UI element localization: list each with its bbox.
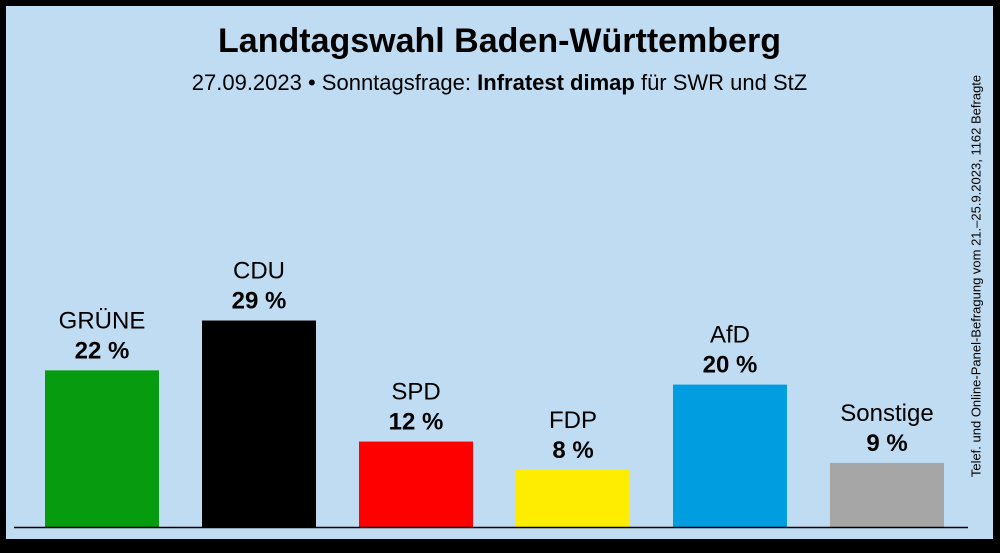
value-label-spd: 12 % xyxy=(389,409,444,436)
category-label-sonstige: Sonstige xyxy=(840,400,933,427)
category-label-spd: SPD xyxy=(391,379,440,406)
value-label-gr-ne: 22 % xyxy=(75,337,130,364)
value-label-sonstige: 9 % xyxy=(866,430,907,457)
category-label-fdp: FDP xyxy=(549,407,597,434)
bar-chart: 22 % GRÜNE 29 % CDU 12 % SPD 8 % FDP 20 % AfD 9 % S… xyxy=(14,258,968,529)
bar-gr-ne xyxy=(45,370,159,527)
subtitle-institute: Infratest dimap xyxy=(477,70,635,95)
value-label-fdp: 8 % xyxy=(552,437,593,464)
category-label-afd: AfD xyxy=(710,322,750,349)
value-label-afd: 20 % xyxy=(703,352,758,379)
category-label-cdu: CDU xyxy=(233,258,285,285)
subtitle-date: 27.09.2023 • Sonntagsfrage: xyxy=(191,70,478,95)
bar-fdp xyxy=(516,470,630,527)
chart-title: Landtagswahl Baden-Württemberg xyxy=(218,22,781,60)
category-label-gr-ne: GRÜNE xyxy=(59,307,146,334)
bar-cdu xyxy=(202,320,316,527)
subtitle-client: für SWR und StZ xyxy=(634,70,808,95)
bar-sonstige xyxy=(830,462,944,527)
value-label-cdu: 29 % xyxy=(232,288,287,315)
bar-afd xyxy=(673,384,787,527)
chart-subtitle: 27.09.2023 • Sonntagsfrage: Infratest di… xyxy=(6,70,993,96)
bar-spd xyxy=(359,441,473,527)
chart-frame: Landtagswahl Baden-Württemberg 27.09.202… xyxy=(6,6,993,539)
